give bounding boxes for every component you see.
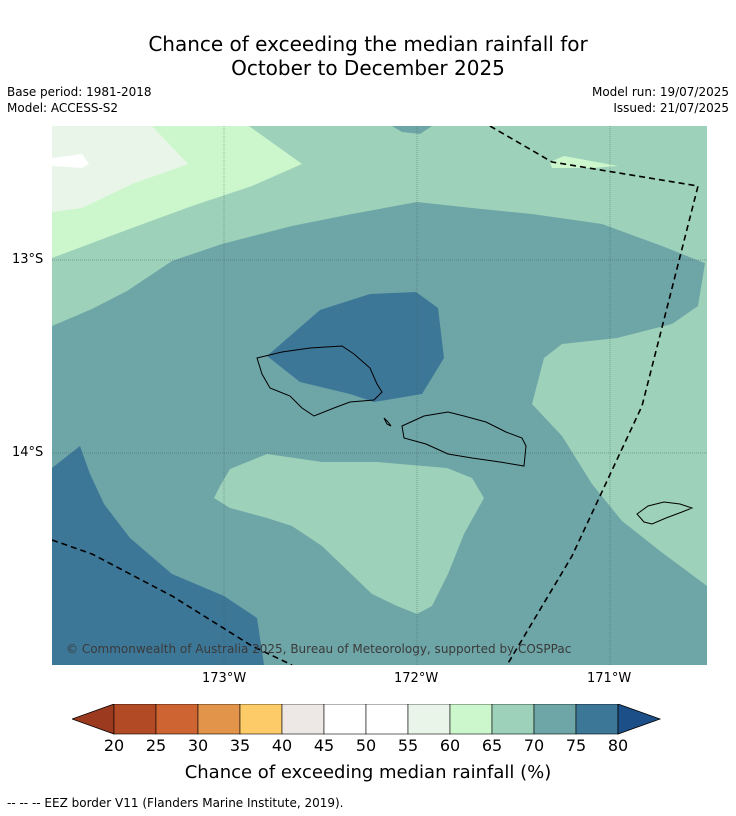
colorbar-tick-label: 25	[145, 736, 167, 755]
region-55-60-northwest	[52, 126, 188, 212]
rainfall-map	[52, 126, 707, 665]
colorbar-tick-label: 60	[439, 736, 461, 755]
tutuila-island	[636, 501, 694, 525]
lon-label-171w: 171°W	[587, 671, 632, 686]
savaii-island	[256, 345, 383, 417]
model-text: Model: ACCESS-S2	[7, 101, 119, 115]
colorbar-tick-label: 45	[313, 736, 335, 755]
colorbar-segment	[155, 704, 199, 735]
chart-title-line1: Chance of exceeding the median rainfall …	[148, 32, 588, 56]
region-75-80-central	[267, 292, 444, 402]
lat-label-13s: 13°S	[12, 252, 44, 267]
region-75-80-southwest	[52, 446, 264, 665]
region-60-65-northeast	[550, 156, 618, 168]
colorbar-extend-high	[617, 704, 662, 735]
colorbar-segment	[197, 704, 241, 735]
upolu-island	[401, 411, 527, 467]
colorbar-tick-label: 20	[103, 736, 125, 755]
chart-title-line2: October to December 2025	[231, 56, 505, 80]
colorbar-segment	[113, 704, 157, 735]
colorbar-segment	[407, 704, 451, 735]
colorbar	[72, 704, 662, 735]
colorbar-segment	[323, 704, 367, 735]
colorbar-segment	[575, 704, 619, 735]
colorbar-tick-label: 35	[229, 736, 251, 755]
coastlines	[256, 345, 694, 525]
colorbar-tick-label: 70	[523, 736, 545, 755]
colorbar-segment	[533, 704, 577, 735]
colorbar-title: Chance of exceeding median rainfall (%)	[184, 762, 552, 783]
colorbar-tick-label: 80	[607, 736, 629, 755]
lat-label-14s: 14°S	[12, 445, 44, 460]
colorbar-segment	[491, 704, 535, 735]
colorbar-tick-label: 65	[481, 736, 503, 755]
colorbar-tick-label: 55	[397, 736, 419, 755]
lon-label-173w: 173°W	[202, 671, 247, 686]
model-run-text: Model run: 19/07/2025	[591, 85, 729, 99]
lon-label-172w: 172°W	[394, 671, 439, 686]
colorbar-tick-label: 30	[187, 736, 209, 755]
region-50-55-sliver	[52, 154, 89, 168]
base-period-text: Base period: 1981-2018	[7, 85, 152, 99]
colorbar-tick-label: 75	[565, 736, 587, 755]
colorbar-extend-low	[72, 704, 115, 735]
region-65-70-south	[214, 454, 484, 614]
copyright-text: © Commonwealth of Australia 2025, Bureau…	[66, 642, 572, 656]
region-75-80-top	[392, 126, 432, 134]
eez-border	[52, 126, 699, 665]
colorbar-segment	[239, 704, 283, 735]
manono-island	[383, 417, 392, 427]
colorbar-tick-label: 40	[271, 736, 293, 755]
colorbar-segment	[449, 704, 493, 735]
eez-footnote: -- -- -- EEZ border V11 (Flanders Marine…	[7, 796, 344, 810]
issued-text: Issued: 21/07/2025	[613, 101, 729, 115]
colorbar-segment	[281, 704, 325, 735]
colorbar-tick-label: 50	[355, 736, 377, 755]
colorbar-segment	[365, 704, 409, 735]
